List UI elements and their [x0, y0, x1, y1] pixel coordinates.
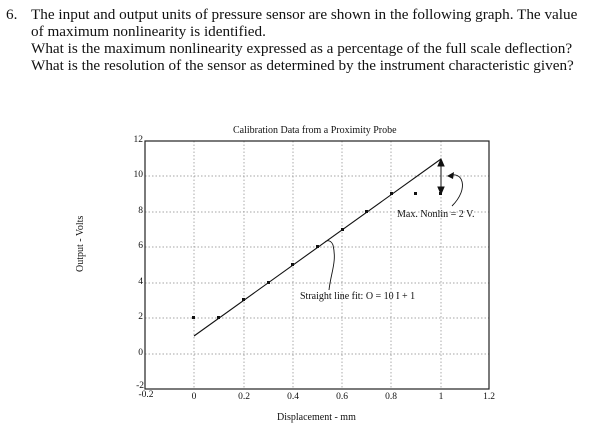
x-tick-minus0.2: -0.2: [138, 390, 154, 400]
x-tick-0.8: 0.8: [385, 392, 397, 402]
x-tick-1.2: 1.2: [483, 392, 495, 402]
y-tick-6: 6: [138, 241, 143, 251]
y-tick-12: 12: [133, 135, 144, 145]
nonlinearity-annotation: Max. Nonlin = 2 V.: [397, 209, 475, 220]
y-axis-label: Output - Volts: [75, 215, 86, 272]
chart-title: Calibration Data from a Proximity Probe: [233, 125, 397, 136]
nonlin-pointer-curve: [448, 174, 463, 207]
y-tick-8: 8: [138, 206, 143, 216]
y-tick-minus2: -2: [136, 381, 144, 391]
question-line-3: What is the maximum nonlinearity express…: [31, 40, 573, 57]
x-tick-1: 1: [438, 392, 444, 402]
question-line-1: The input and output units of pressure s…: [31, 6, 578, 23]
y-tick-4: 4: [138, 277, 143, 287]
grid-lines: [145, 141, 489, 389]
x-axis-label: Displacement - mm: [277, 412, 356, 423]
question-line-2: of maximum nonlinearity is identified.: [31, 23, 266, 40]
nonlinearity-arrow: [437, 157, 445, 196]
plot-frame: [144, 140, 490, 390]
question-number: 6.: [6, 6, 18, 23]
fit-pointer-curve: [324, 240, 335, 291]
question-line-4: What is the resolution of the sensor as …: [31, 57, 574, 74]
y-tick-0: 0: [138, 348, 143, 358]
x-tick-0.6: 0.6: [336, 392, 348, 402]
fit-annotation: Straight line fit: O = 10 I + 1: [300, 291, 416, 302]
y-tick-2: 2: [138, 312, 143, 322]
x-tick-0: 0: [191, 392, 197, 402]
y-tick-10: 10: [133, 170, 144, 180]
x-tick-0.4: 0.4: [287, 392, 299, 402]
x-tick-0.2: 0.2: [238, 392, 250, 402]
